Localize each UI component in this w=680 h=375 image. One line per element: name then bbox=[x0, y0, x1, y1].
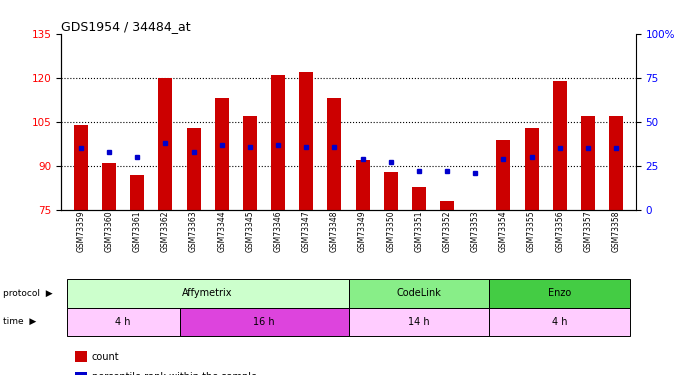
Text: 14 h: 14 h bbox=[408, 316, 430, 327]
Bar bbox=[412, 186, 426, 210]
Bar bbox=[490, 279, 630, 308]
Text: GSM73352: GSM73352 bbox=[443, 210, 452, 252]
Bar bbox=[609, 116, 623, 210]
Bar bbox=[524, 128, 539, 210]
Text: GSM73348: GSM73348 bbox=[330, 210, 339, 252]
Text: GSM73353: GSM73353 bbox=[471, 210, 480, 252]
Text: protocol  ▶: protocol ▶ bbox=[3, 289, 53, 298]
Text: GSM73350: GSM73350 bbox=[386, 210, 395, 252]
Bar bbox=[271, 75, 285, 210]
Bar bbox=[581, 116, 595, 210]
Bar bbox=[553, 81, 567, 210]
Text: GSM73358: GSM73358 bbox=[611, 210, 621, 252]
Bar bbox=[102, 163, 116, 210]
Text: GSM73354: GSM73354 bbox=[499, 210, 508, 252]
Text: time  ▶: time ▶ bbox=[3, 317, 37, 326]
Text: GSM73356: GSM73356 bbox=[556, 210, 564, 252]
Bar bbox=[158, 78, 173, 210]
Bar bbox=[384, 172, 398, 210]
Text: 16 h: 16 h bbox=[253, 316, 275, 327]
Text: GSM73351: GSM73351 bbox=[414, 210, 424, 252]
Text: CodeLink: CodeLink bbox=[396, 288, 441, 298]
Text: percentile rank within the sample: percentile rank within the sample bbox=[92, 372, 257, 375]
Text: GSM73357: GSM73357 bbox=[583, 210, 592, 252]
Text: GSM73360: GSM73360 bbox=[105, 210, 114, 252]
Bar bbox=[327, 98, 341, 210]
Text: Enzo: Enzo bbox=[548, 288, 571, 298]
Bar bbox=[299, 72, 313, 210]
Bar bbox=[74, 125, 88, 210]
Text: GSM73361: GSM73361 bbox=[133, 210, 141, 252]
Text: count: count bbox=[92, 352, 120, 362]
Text: GDS1954 / 34484_at: GDS1954 / 34484_at bbox=[61, 20, 191, 33]
Bar bbox=[348, 308, 490, 336]
Bar bbox=[243, 116, 257, 210]
Bar bbox=[130, 175, 144, 210]
Text: GSM73347: GSM73347 bbox=[302, 210, 311, 252]
Bar bbox=[496, 140, 511, 210]
Bar bbox=[67, 279, 349, 308]
Bar bbox=[67, 308, 180, 336]
Text: GSM73362: GSM73362 bbox=[161, 210, 170, 252]
Text: 4 h: 4 h bbox=[552, 316, 568, 327]
Bar bbox=[490, 308, 630, 336]
Text: 4 h: 4 h bbox=[116, 316, 131, 327]
Bar bbox=[348, 279, 490, 308]
Bar bbox=[186, 128, 201, 210]
Text: GSM73355: GSM73355 bbox=[527, 210, 536, 252]
Bar bbox=[356, 160, 370, 210]
Bar bbox=[215, 98, 228, 210]
Bar bbox=[180, 308, 348, 336]
Bar bbox=[440, 201, 454, 210]
Text: GSM73349: GSM73349 bbox=[358, 210, 367, 252]
Text: GSM73359: GSM73359 bbox=[76, 210, 86, 252]
Text: GSM73344: GSM73344 bbox=[217, 210, 226, 252]
Text: GSM73346: GSM73346 bbox=[273, 210, 283, 252]
Text: GSM73363: GSM73363 bbox=[189, 210, 198, 252]
Text: Affymetrix: Affymetrix bbox=[182, 288, 233, 298]
Text: GSM73345: GSM73345 bbox=[245, 210, 254, 252]
